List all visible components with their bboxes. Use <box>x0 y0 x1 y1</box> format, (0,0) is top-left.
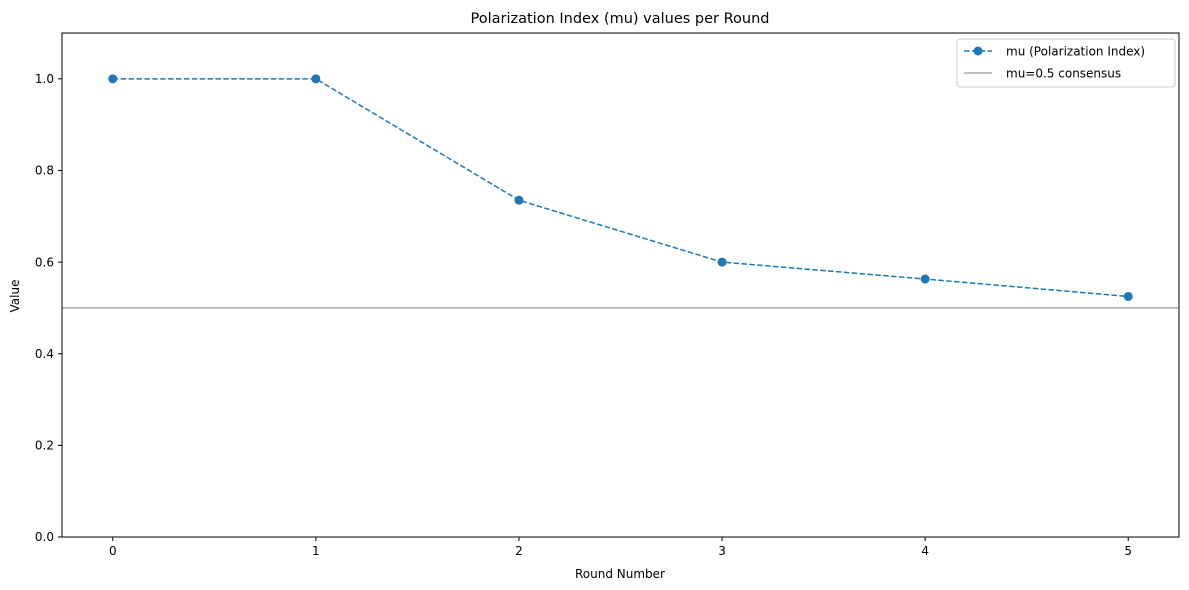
y-tick-label: 0.4 <box>35 347 54 361</box>
y-tick-label: 0.0 <box>35 530 54 544</box>
y-tick-label: 1.0 <box>35 72 54 86</box>
x-tick-label: 0 <box>109 544 117 558</box>
plot-frame <box>61 32 1180 538</box>
legend-label-series: mu (Polarization Index) <box>1006 45 1145 59</box>
data-point <box>311 74 321 84</box>
x-axis-title: Round Number <box>575 567 665 581</box>
data-point <box>717 257 727 267</box>
chart-title: Polarization Index (mu) values per Round <box>471 11 770 27</box>
y-tick-label: 0.2 <box>35 439 54 453</box>
x-tick-label: 3 <box>718 544 726 558</box>
plot-area: 0 1 2 3 4 5 0.0 0.2 0.4 0.6 0.8 1.0 <box>35 32 1180 558</box>
series-line-mu <box>112 78 1129 298</box>
y-tick-label: 0.6 <box>35 255 54 269</box>
x-tick-label: 2 <box>515 544 523 558</box>
y-axis-ticks: 0.0 0.2 0.4 0.6 0.8 1.0 <box>35 72 62 544</box>
x-tick-label: 5 <box>1124 544 1132 558</box>
data-point <box>1123 291 1133 301</box>
legend: mu (Polarization Index) mu=0.5 consensus <box>956 38 1176 88</box>
y-axis-title: Value <box>8 280 22 313</box>
x-tick-label: 4 <box>921 544 929 558</box>
x-axis-ticks: 0 1 2 3 4 5 <box>109 537 1132 558</box>
data-point <box>108 74 118 84</box>
legend-label-reference: mu=0.5 consensus <box>1006 67 1121 81</box>
y-tick-label: 0.8 <box>35 164 54 178</box>
data-point <box>514 195 524 205</box>
legend-series-marker <box>973 46 983 56</box>
x-tick-label: 1 <box>312 544 320 558</box>
data-point <box>920 274 930 284</box>
series-layer <box>108 74 1133 301</box>
legend-box <box>956 38 1176 88</box>
